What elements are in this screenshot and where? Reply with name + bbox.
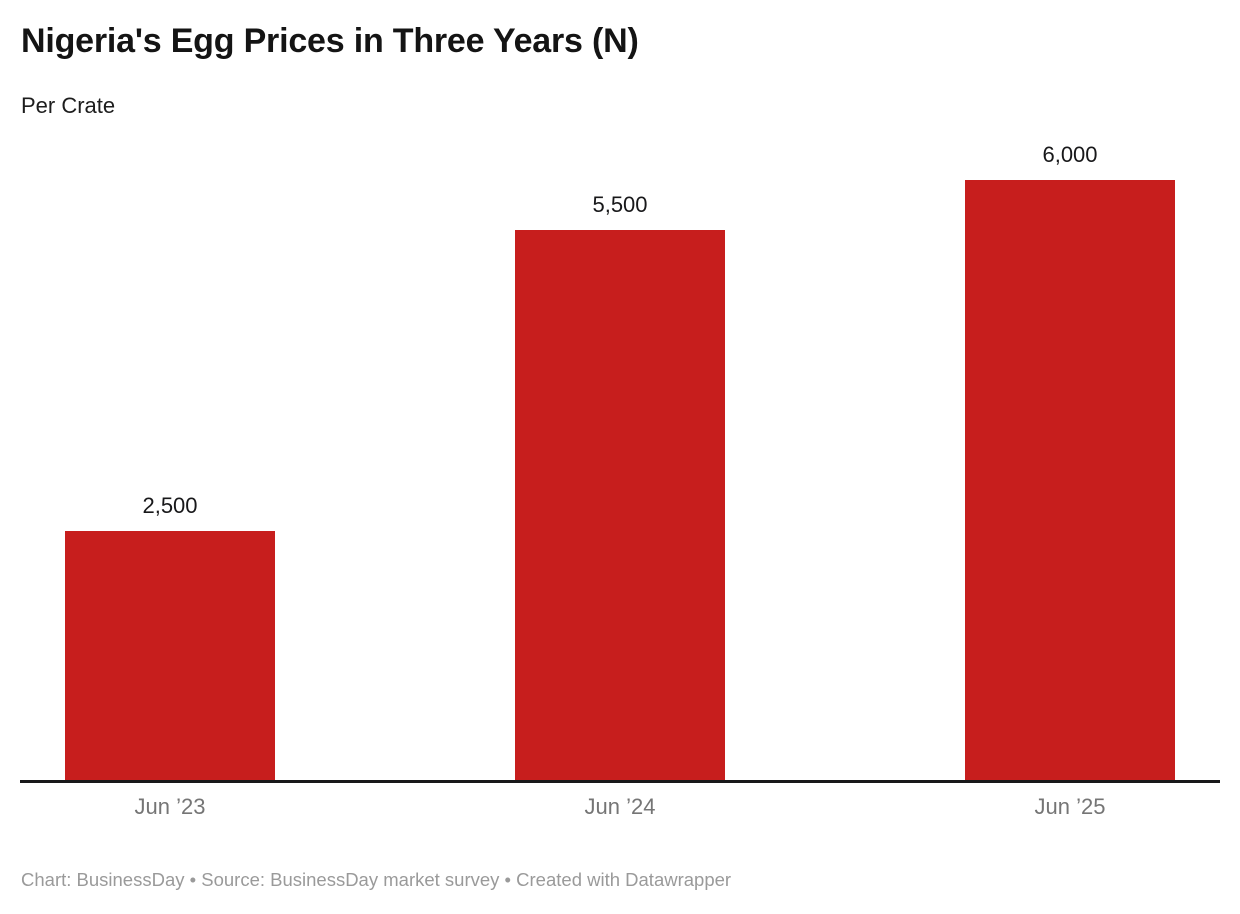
x-tick-label-jun-25: Jun ’25 [1034, 794, 1106, 819]
bar-jun-23[interactable] [65, 531, 275, 781]
bar-jun-25[interactable] [965, 180, 1175, 781]
x-axis-line [20, 780, 1220, 783]
bar-jun-24[interactable] [515, 230, 725, 781]
chart-subtitle: Per Crate [21, 93, 116, 118]
chart-title: Nigeria's Egg Prices in Three Years (N) [21, 22, 639, 60]
bar-value-label-jun-24: 5,500 [592, 192, 648, 217]
bar-value-label-jun-23: 2,500 [142, 493, 198, 518]
x-tick-label-jun-24: Jun ’24 [584, 794, 656, 819]
chart-attribution: Chart: BusinessDay • Source: BusinessDay… [21, 869, 732, 890]
x-tick-label-jun-23: Jun ’23 [134, 794, 206, 819]
bar-value-label-jun-25: 6,000 [1042, 142, 1098, 167]
